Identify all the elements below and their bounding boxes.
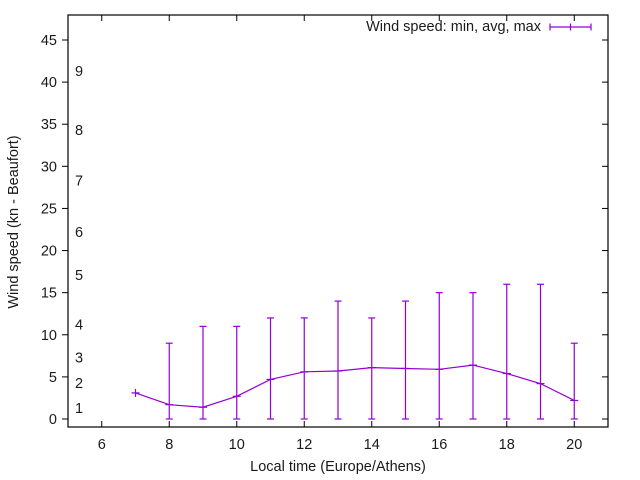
plot-frame — [67, 14, 609, 428]
y-tick-label: 20 — [41, 244, 57, 260]
beaufort-scale-labels: 1 2 3 4 5 6 7 8 9 — [75, 64, 83, 417]
beaufort-label: 2 — [75, 376, 83, 392]
beaufort-label: 6 — [75, 225, 83, 241]
x-tick-label: 8 — [165, 437, 173, 453]
x-tick-label: 18 — [499, 437, 515, 453]
y-tick-label: 25 — [41, 201, 57, 217]
y-tick-label: 0 — [49, 412, 57, 428]
axis-ticks — [62, 15, 608, 427]
avg-line — [135, 364, 575, 408]
y-tick-label: 40 — [41, 75, 57, 91]
y-tick-label: 10 — [41, 328, 57, 344]
x-tick-label: 10 — [229, 437, 245, 453]
x-tick-label: 12 — [296, 437, 312, 453]
y-tick-label: 15 — [41, 286, 57, 302]
x-axis-title: Local time (Europe/Athens) — [250, 459, 426, 475]
beaufort-label: 9 — [75, 64, 83, 80]
legend-label: Wind speed: min, avg, max — [366, 19, 542, 35]
y-tick-label: 5 — [49, 370, 57, 386]
y-tick-label: 45 — [41, 33, 57, 49]
y-tick-label: 35 — [41, 117, 57, 133]
beaufort-label: 3 — [75, 351, 83, 367]
beaufort-label: 7 — [75, 174, 83, 190]
beaufort-label: 1 — [75, 401, 83, 417]
y-axis-title: Wind speed (kn - Beaufort) — [6, 135, 22, 308]
x-tick-label: 20 — [566, 437, 582, 453]
legend-errorbar-sample-icon — [549, 23, 592, 31]
y-tick-label: 30 — [41, 159, 57, 175]
legend: Wind speed: min, avg, max — [366, 19, 592, 35]
beaufort-label: 8 — [75, 123, 83, 139]
x-tick-label: 6 — [98, 437, 106, 453]
beaufort-label: 4 — [75, 318, 83, 334]
x-tick-label: 14 — [364, 437, 380, 453]
beaufort-label: 5 — [75, 268, 83, 284]
wind-speed-series — [131, 283, 579, 420]
x-tick-label: 16 — [431, 437, 447, 453]
